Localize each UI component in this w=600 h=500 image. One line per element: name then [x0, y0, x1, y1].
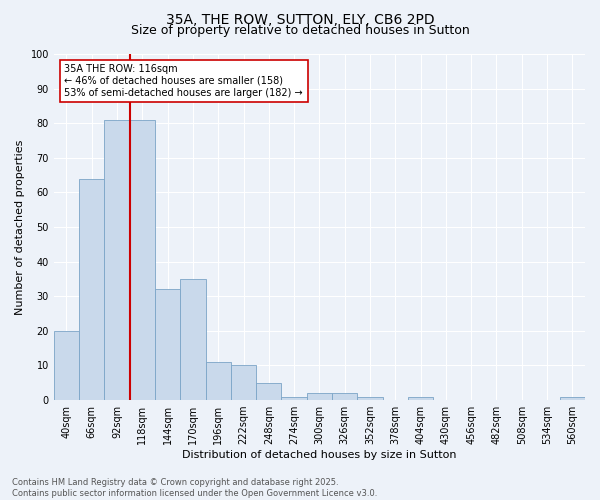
Bar [130, 120, 155, 400]
Text: 35A, THE ROW, SUTTON, ELY, CB6 2PD: 35A, THE ROW, SUTTON, ELY, CB6 2PD [166, 12, 434, 26]
Bar [104, 120, 130, 400]
Bar [332, 393, 358, 400]
Bar [408, 396, 433, 400]
Y-axis label: Number of detached properties: Number of detached properties [15, 140, 25, 314]
Bar [281, 396, 307, 400]
Bar [231, 366, 256, 400]
Text: Contains HM Land Registry data © Crown copyright and database right 2025.
Contai: Contains HM Land Registry data © Crown c… [12, 478, 377, 498]
Bar [206, 362, 231, 400]
Bar [358, 396, 383, 400]
Bar [307, 393, 332, 400]
Bar [256, 383, 281, 400]
Bar [155, 290, 180, 400]
X-axis label: Distribution of detached houses by size in Sutton: Distribution of detached houses by size … [182, 450, 457, 460]
Bar [560, 396, 585, 400]
Bar [54, 331, 79, 400]
Text: Size of property relative to detached houses in Sutton: Size of property relative to detached ho… [131, 24, 469, 37]
Bar [180, 279, 206, 400]
Bar [79, 178, 104, 400]
Text: 35A THE ROW: 116sqm
← 46% of detached houses are smaller (158)
53% of semi-detac: 35A THE ROW: 116sqm ← 46% of detached ho… [64, 64, 303, 98]
